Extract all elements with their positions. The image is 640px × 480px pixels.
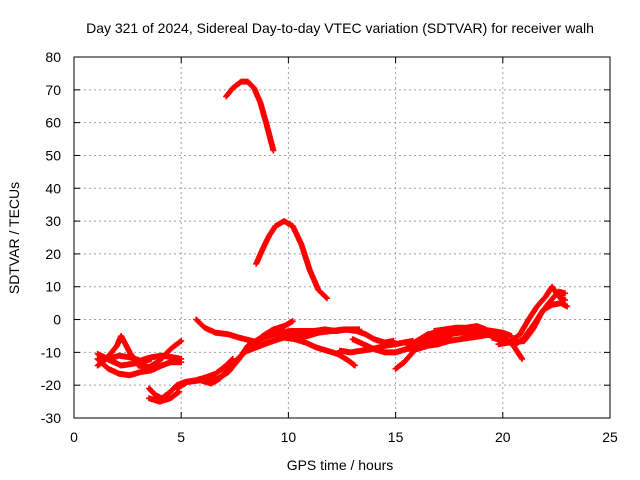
series-arc-22 bbox=[510, 300, 571, 349]
x-tick-label: 15 bbox=[388, 429, 404, 445]
chart-title: Day 321 of 2024, Sidereal Day-to-day VTE… bbox=[86, 20, 594, 36]
axis-ticks: 0 5 10 15 20 25 -30 -20 -10 0 10 20 30 40 50 60 70 80 bbox=[41, 49, 618, 445]
plot-frame bbox=[73, 56, 611, 419]
x-tick-label: 20 bbox=[495, 429, 511, 445]
x-tick-label: 0 bbox=[70, 429, 78, 445]
data-point-markers bbox=[281, 326, 397, 346]
data-point-markers bbox=[495, 283, 568, 348]
series-arc-9 bbox=[173, 318, 296, 392]
series-arc-18 bbox=[414, 331, 526, 362]
y-tick-label: 60 bbox=[45, 115, 61, 131]
data-point-markers bbox=[94, 355, 185, 379]
x-axis-title: GPS time / hours bbox=[287, 457, 394, 473]
series-arc-19 bbox=[431, 323, 489, 334]
data-point-markers bbox=[223, 78, 277, 154]
x-tick-label: 10 bbox=[281, 429, 297, 445]
y-tick-label: 50 bbox=[45, 147, 61, 163]
y-tick-label: -10 bbox=[41, 344, 61, 360]
series-arc-1 bbox=[223, 78, 277, 154]
y-tick-label: 20 bbox=[45, 246, 61, 262]
y-tick-label: 70 bbox=[45, 82, 61, 98]
data-point-markers bbox=[510, 300, 571, 349]
data-point-markers bbox=[253, 218, 330, 302]
data-point-markers bbox=[414, 331, 526, 362]
x-tick-label: 5 bbox=[177, 429, 185, 445]
series-arc-5 bbox=[94, 355, 185, 379]
data-point-markers bbox=[96, 352, 155, 369]
y-tick-label: -20 bbox=[41, 377, 61, 393]
data-point-markers bbox=[173, 318, 296, 392]
y-tick-label: 40 bbox=[45, 180, 61, 196]
y-tick-label: 0 bbox=[53, 312, 61, 328]
data-series bbox=[94, 78, 571, 405]
series-arc-6 bbox=[96, 352, 155, 369]
data-point-markers bbox=[431, 323, 489, 334]
series-arc-21 bbox=[495, 283, 568, 348]
x-tick-label: 25 bbox=[602, 429, 618, 445]
series-arc-2 bbox=[253, 218, 330, 302]
y-tick-label: -30 bbox=[41, 410, 61, 426]
series-arc-13 bbox=[281, 326, 397, 346]
y-tick-label: 30 bbox=[45, 213, 61, 229]
y-tick-label: 80 bbox=[45, 49, 61, 65]
y-tick-label: 10 bbox=[45, 279, 61, 295]
y-axis-title: SDTVAR / TECUs bbox=[6, 182, 22, 294]
